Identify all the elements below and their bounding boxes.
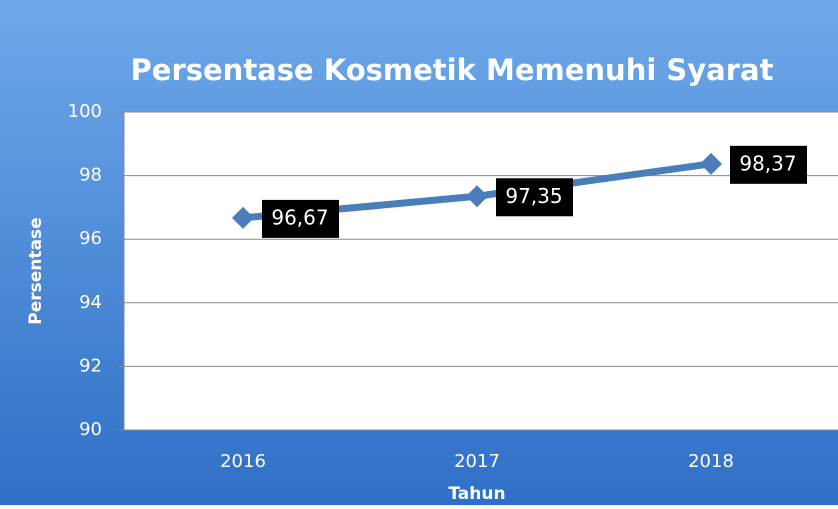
- y-tick-label: 100: [68, 101, 102, 122]
- x-axis-label: Tahun: [448, 484, 505, 504]
- y-tick-label: 96: [79, 228, 102, 249]
- data-label: 96,67: [271, 205, 328, 229]
- y-axis-label: Persentase: [26, 217, 46, 324]
- x-tick-label: 2018: [688, 451, 734, 472]
- y-tick-label: 90: [79, 419, 102, 440]
- marker: [466, 185, 488, 208]
- data-label: 97,35: [505, 184, 562, 208]
- chart-title: Persentase Kosmetik Memenuhi Syarat: [131, 53, 774, 87]
- data-label: 98,37: [739, 151, 796, 175]
- marker: [700, 152, 722, 175]
- data-label-box: [262, 199, 339, 238]
- y-tick-label: 92: [79, 355, 102, 376]
- x-tick-label: 2016: [220, 451, 266, 472]
- data-label-box: [730, 145, 807, 184]
- data-label-box: [496, 178, 573, 217]
- y-tick-label: 94: [79, 292, 102, 313]
- x-tick-label: 2017: [454, 451, 500, 472]
- y-tick-label: 98: [79, 165, 102, 186]
- marker: [232, 206, 254, 229]
